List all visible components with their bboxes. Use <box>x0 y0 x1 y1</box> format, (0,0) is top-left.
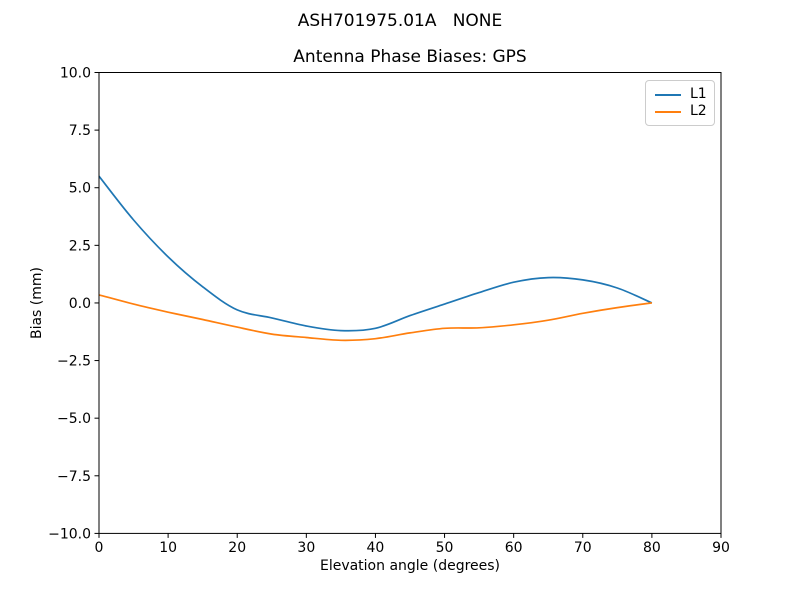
legend-label-l1: L1 <box>690 86 707 102</box>
legend-item-l2: L2 <box>655 103 707 120</box>
series-line-l1 <box>98 175 653 332</box>
x-tick-label: 40 <box>367 540 385 556</box>
x-axis-label: Elevation angle (degrees) <box>319 558 501 574</box>
y-tick-label: −2.5 <box>57 354 91 370</box>
y-axis-label: Bias (mm) <box>29 266 45 340</box>
y-tick-label: 5.0 <box>69 181 91 197</box>
x-tick-label: 90 <box>712 540 730 556</box>
axes-title: Antenna Phase Biases: GPS <box>293 47 527 67</box>
x-tick-label: 50 <box>436 540 454 556</box>
x-tick-label: 30 <box>297 540 315 556</box>
plot-border <box>98 72 722 534</box>
legend-line-l1-icon <box>655 93 681 96</box>
y-tick-label: 7.5 <box>69 123 91 139</box>
x-axis-ticks: 0 10 20 30 40 50 60 70 80 90 <box>95 533 730 556</box>
x-tick-label: 0 <box>95 540 104 556</box>
x-tick-label: 10 <box>159 540 177 556</box>
x-tick-label: 60 <box>505 540 523 556</box>
y-tick-label: −10.0 <box>48 526 91 542</box>
y-tick-label: −7.5 <box>57 469 91 485</box>
y-tick-label: 0.0 <box>69 296 91 312</box>
figure-suptitle: ASH701975.01A NONE <box>297 11 503 31</box>
legend: L1 L2 <box>645 80 715 126</box>
legend-item-l1: L1 <box>655 86 707 103</box>
plot-background <box>99 72 721 534</box>
x-tick-label: 20 <box>228 540 246 556</box>
y-tick-label: 10.0 <box>60 66 91 82</box>
legend-line-l2-icon <box>655 110 681 113</box>
y-tick-label: −5.0 <box>57 411 91 427</box>
series-line-l2 <box>98 294 653 342</box>
y-axis-ticks: −10.0 −7.5 −5.0 −2.5 0.0 2.5 5.0 7.5 10.0 <box>48 66 99 542</box>
x-tick-label: 70 <box>574 540 592 556</box>
legend-label-l2: L2 <box>690 103 707 119</box>
y-tick-label: 2.5 <box>69 238 91 254</box>
x-tick-label: 80 <box>643 540 661 556</box>
